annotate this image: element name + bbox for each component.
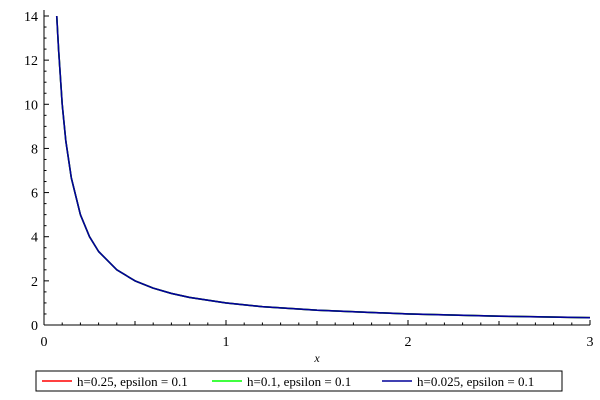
legend-label: h=0.025, epsilon = 0.1 (417, 374, 534, 389)
x-tick-label: 1 (223, 335, 230, 350)
series-line-3 (55, 15, 591, 319)
legend-label: h=0.1, epsilon = 0.1 (247, 374, 351, 389)
legend-box (35, 370, 563, 392)
series-layer (55, 15, 591, 319)
y-tick-label: 0 (31, 319, 38, 334)
series-line-2 (55, 15, 591, 319)
y-tick-label: 6 (31, 187, 38, 202)
x-tick-label: 2 (405, 335, 412, 350)
series-line-1 (55, 15, 591, 319)
x-tick-label: 3 (587, 335, 594, 350)
legend-label: h=0.25, epsilon = 0.1 (77, 374, 188, 389)
axes (43, 10, 590, 326)
y-tick-label: 8 (31, 142, 38, 157)
y-tick-label: 4 (31, 231, 38, 246)
legend: h=0.25, epsilon = 0.1 h=0.1, epsilon = 0.… (35, 370, 563, 392)
y-tick-label: 12 (24, 54, 38, 69)
x-axis-label: x (313, 351, 320, 365)
x-tick-label: 0 (41, 335, 48, 350)
y-tick-label: 10 (24, 98, 38, 113)
y-tick-label: 2 (31, 275, 38, 290)
y-tick-label: 14 (24, 10, 38, 25)
